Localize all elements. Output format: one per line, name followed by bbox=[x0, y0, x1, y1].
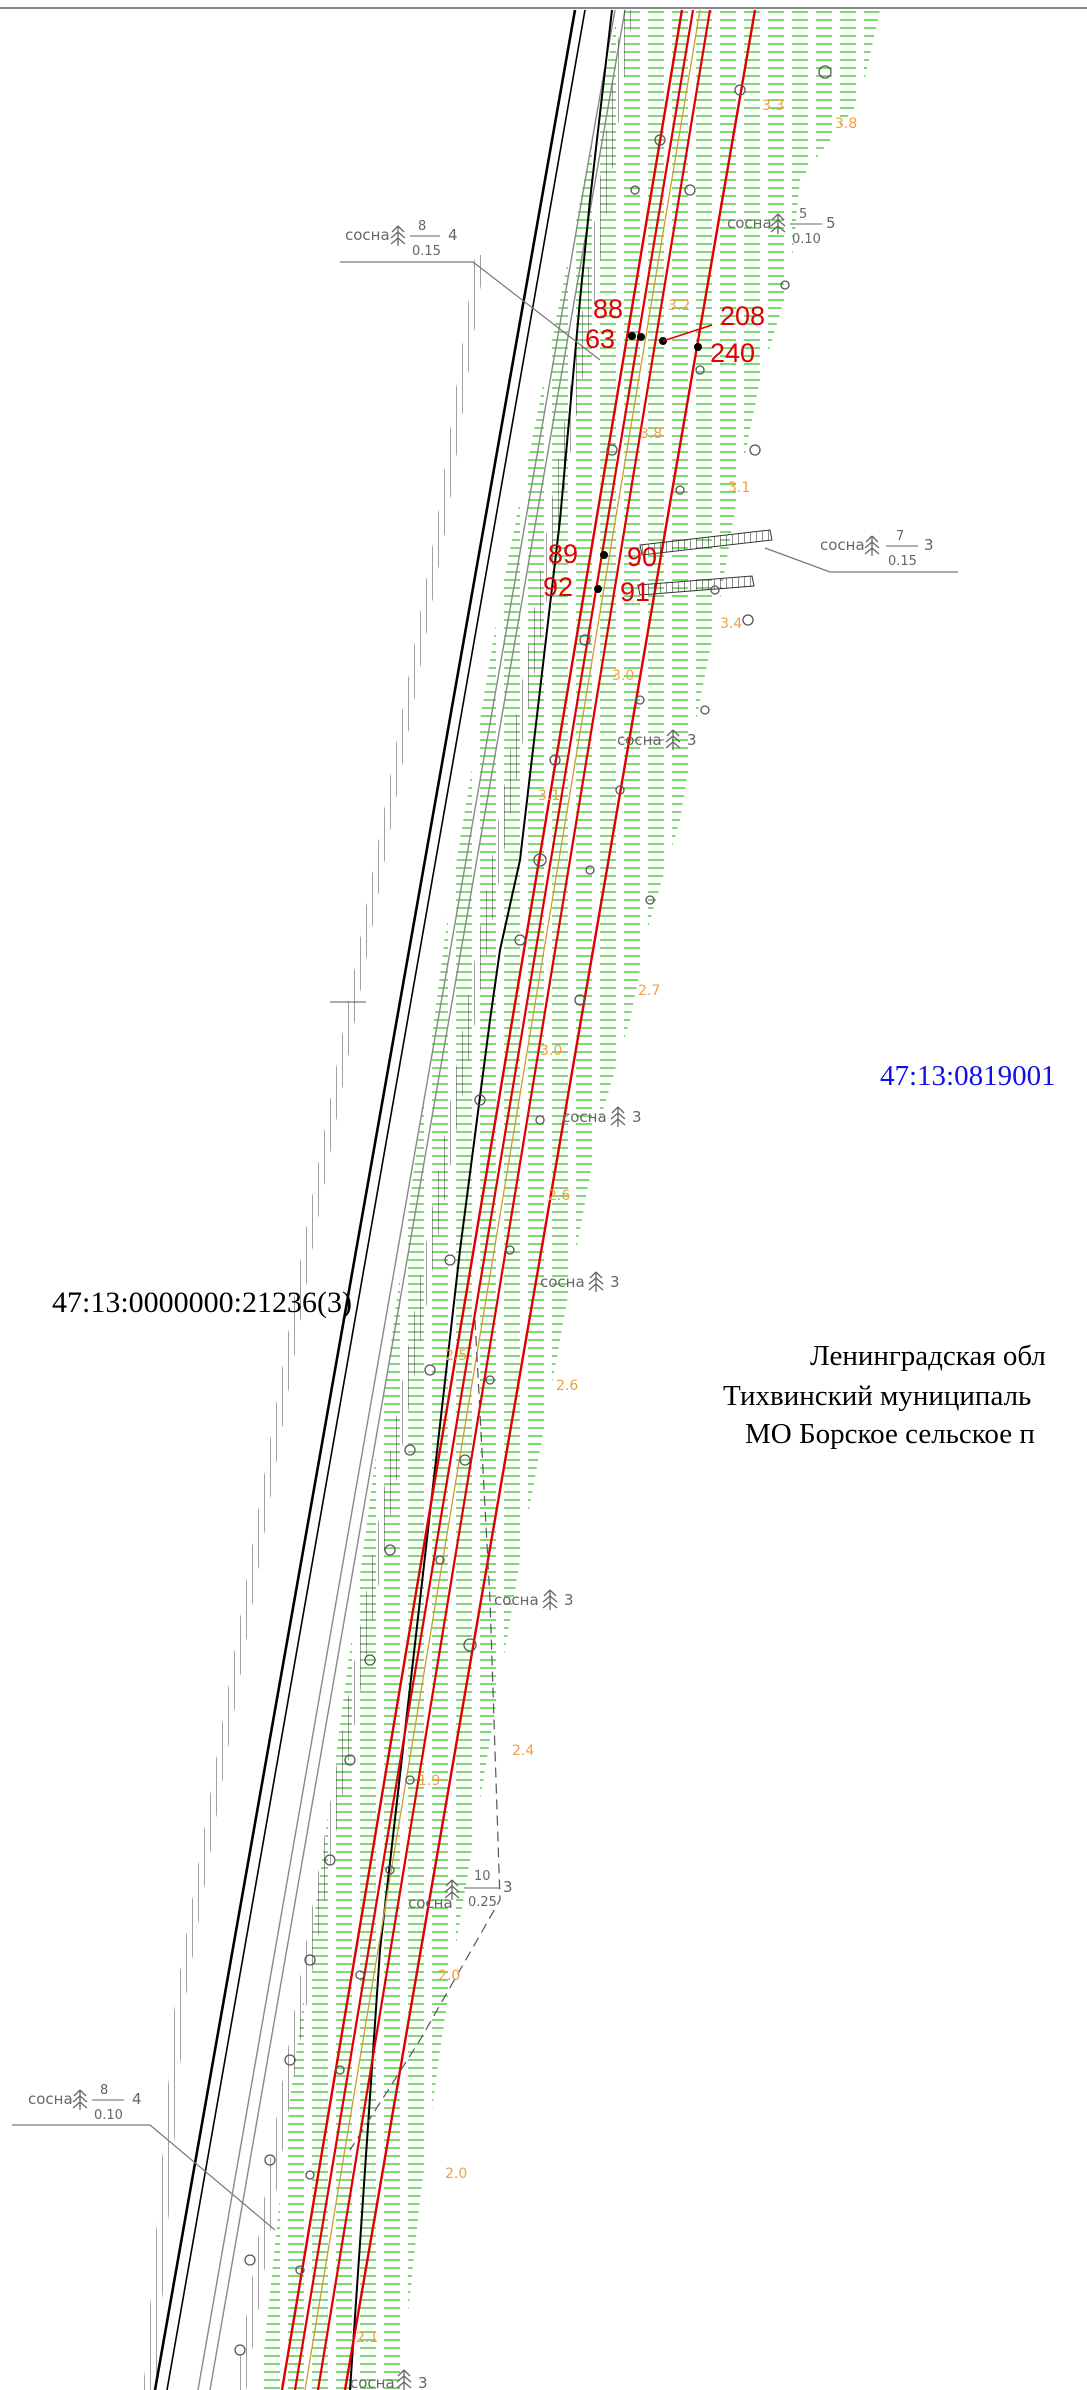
tree-label-4: сосна 3 bbox=[617, 729, 697, 751]
svg-text:сосна: сосна bbox=[350, 2374, 395, 2390]
bush-symbols bbox=[234, 65, 832, 2356]
svg-text:4: 4 bbox=[448, 226, 458, 244]
road bbox=[153, 9, 626, 2390]
admin-settlement: МО Борское сельское п bbox=[745, 1418, 1035, 1450]
point-label-92: 92 bbox=[543, 572, 573, 602]
svg-text:сосна: сосна bbox=[562, 1108, 607, 1126]
svg-text:3.8: 3.8 bbox=[835, 116, 857, 132]
svg-text:2.0: 2.0 bbox=[445, 2166, 467, 2182]
admin-district: Тихвинский муниципаль bbox=[723, 1380, 1031, 1412]
point-label-91: 91 bbox=[620, 577, 650, 607]
svg-text:10: 10 bbox=[474, 1869, 491, 1884]
point-label-208: 208 bbox=[720, 301, 765, 331]
svg-text:3.3: 3.3 bbox=[762, 98, 784, 114]
point-label-90: 90 bbox=[627, 542, 657, 572]
svg-text:2.1: 2.1 bbox=[356, 2330, 378, 2346]
svg-text:2.4: 2.4 bbox=[512, 1743, 534, 1759]
point-label-63: 63 bbox=[585, 324, 615, 354]
svg-text:3.0: 3.0 bbox=[540, 1043, 562, 1059]
svg-text:1.9: 1.9 bbox=[418, 1773, 440, 1789]
svg-text:5: 5 bbox=[799, 207, 807, 222]
tree-label-5: сосна 3 bbox=[562, 1106, 642, 1128]
elevation-marks: 3.3 3.8 3.2 3.8 3.1 3.4 3.0 3.1 2.7 3.0 … bbox=[356, 98, 857, 2346]
svg-text:0.15: 0.15 bbox=[412, 244, 441, 259]
parcel-label-left: 47:13:0000000:21236(3) bbox=[52, 1286, 352, 1319]
svg-text:0.10: 0.10 bbox=[792, 232, 821, 247]
svg-text:2.7: 2.7 bbox=[638, 983, 660, 999]
tree-label-8: сосна 10 0.25 3 bbox=[408, 1869, 513, 1912]
svg-text:3.8: 3.8 bbox=[640, 426, 662, 442]
svg-text:сосна: сосна bbox=[617, 731, 662, 749]
svg-text:3.4: 3.4 bbox=[720, 616, 742, 632]
svg-text:4: 4 bbox=[132, 2090, 142, 2108]
svg-text:5: 5 bbox=[826, 214, 836, 232]
point-label-88: 88 bbox=[593, 294, 623, 324]
svg-text:сосна: сосна bbox=[345, 226, 390, 244]
admin-region: Ленинградская обл bbox=[810, 1340, 1046, 1372]
dashed-line bbox=[349, 1319, 501, 2151]
svg-text:0.10: 0.10 bbox=[94, 2108, 123, 2123]
svg-text:3: 3 bbox=[687, 731, 697, 749]
svg-text:8: 8 bbox=[100, 2083, 108, 2098]
tree-label-10: сосна 3 bbox=[350, 2369, 428, 2390]
svg-text:7: 7 bbox=[896, 529, 904, 544]
svg-text:3: 3 bbox=[610, 1273, 620, 1291]
leader-lines bbox=[12, 261, 958, 2231]
svg-text:8: 8 bbox=[418, 219, 426, 234]
svg-text:3: 3 bbox=[632, 1108, 642, 1126]
point-label-240: 240 bbox=[710, 338, 755, 368]
svg-text:3.1: 3.1 bbox=[538, 788, 560, 804]
parcel-label-right: 47:13:0819001 bbox=[880, 1060, 1056, 1092]
svg-text:3: 3 bbox=[564, 1591, 574, 1609]
svg-text:сосна: сосна bbox=[540, 1273, 585, 1291]
svg-text:3.2: 3.2 bbox=[668, 298, 690, 314]
point-label-89: 89 bbox=[548, 539, 578, 569]
tree-label-7: сосна 3 bbox=[494, 1589, 574, 1611]
tree-label-3: сосна 7 0.15 3 bbox=[820, 529, 934, 569]
boundary-point-markers bbox=[594, 324, 713, 593]
boundary-lines bbox=[280, 9, 757, 2390]
tree-label-9: сосна 8 0.10 4 bbox=[28, 2083, 142, 2123]
tree-label-2: сосна 5 0.10 5 bbox=[727, 207, 836, 247]
svg-text:сосна: сосна bbox=[727, 214, 772, 232]
svg-text:сосна: сосна bbox=[408, 1894, 453, 1912]
svg-text:3.1: 3.1 bbox=[728, 480, 750, 496]
svg-text:2.5: 2.5 bbox=[445, 1348, 467, 1364]
svg-text:0.15: 0.15 bbox=[888, 554, 917, 569]
svg-text:сосна: сосна bbox=[28, 2090, 73, 2108]
svg-text:сосна: сосна bbox=[820, 536, 865, 554]
svg-text:3: 3 bbox=[418, 2374, 428, 2390]
tree-label-1: сосна 8 0.15 4 bbox=[345, 219, 458, 259]
embankment-slopes bbox=[143, 10, 633, 2390]
svg-text:3: 3 bbox=[924, 536, 934, 554]
tree-label-6: сосна 3 bbox=[540, 1271, 620, 1293]
culverts bbox=[637, 529, 773, 596]
svg-text:0.25: 0.25 bbox=[468, 1895, 497, 1910]
svg-text:2.6: 2.6 bbox=[548, 1188, 570, 1204]
svg-text:3: 3 bbox=[503, 1878, 513, 1896]
svg-text:3.0: 3.0 bbox=[612, 668, 634, 684]
svg-text:2.6: 2.6 bbox=[556, 1378, 578, 1394]
svg-text:2.0: 2.0 bbox=[438, 1968, 460, 1984]
svg-text:сосна: сосна bbox=[494, 1591, 539, 1609]
